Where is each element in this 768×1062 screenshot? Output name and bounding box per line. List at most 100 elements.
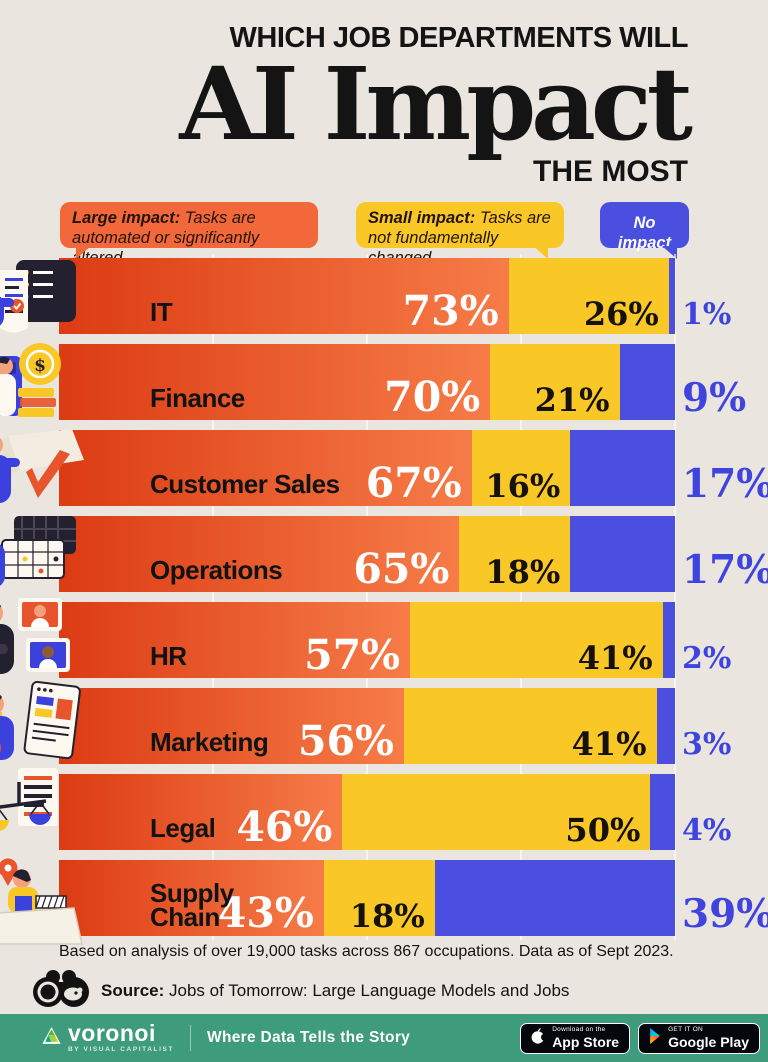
- chart-row-legal: 46% 50% Legal 4%: [0, 768, 768, 860]
- google-play-badge-text: GET IT ON Google Play: [668, 1025, 749, 1051]
- customer-sales-box-illustration: [0, 424, 102, 520]
- large-impact-value: 67%: [365, 459, 462, 507]
- no-impact-segment: [434, 860, 675, 936]
- stacked-bar-supply: 43% 18% Supply Chain 39%: [59, 860, 768, 936]
- legend-large-impact-term: Large impact:: [72, 209, 181, 227]
- legend-no-impact-term: No impact: [617, 214, 672, 252]
- large-impact-value: 70%: [384, 373, 481, 421]
- stacked-bar-finance: 70% 21% Finance 9%: [59, 344, 746, 421]
- department-label: HR: [150, 641, 187, 672]
- no-impact-segment: [619, 344, 675, 420]
- footer-bar: voronoi BY VISUAL CAPITALIST Where Data …: [0, 1014, 768, 1062]
- legend-large-impact: Large impact: Tasks are automated or sig…: [60, 202, 318, 267]
- no-impact-segment: [668, 258, 675, 334]
- legend-no-impact: No impact: [600, 202, 689, 259]
- large-impact-value: 65%: [353, 545, 450, 593]
- small-impact-value: 18%: [485, 553, 561, 591]
- title-line-top: WHICH JOB DEPARTMENTS WILL: [229, 22, 689, 54]
- store-badges: Download on the App Store: [520, 1022, 760, 1054]
- department-label: Marketing: [150, 727, 269, 758]
- quarter-gridline: [674, 254, 676, 940]
- google-play-badge[interactable]: GET IT ON Google Play: [638, 1022, 760, 1054]
- footnote: Based on analysis of over 19,000 tasks a…: [59, 943, 674, 960]
- small-impact-segment: 26%: [508, 258, 669, 334]
- stacked-bar-chart: 73% 26% IT 1% 70% 21% Finance 9% $ 67%: [0, 254, 768, 946]
- it-checklist-illustration: [0, 252, 102, 348]
- department-label: Legal: [150, 813, 216, 844]
- stacked-bar-hr: 57% 41% HR 2%: [59, 602, 731, 679]
- stacked-bar-operations: 65% 18% Operations 17%: [59, 516, 768, 593]
- large-impact-value: 43%: [217, 889, 314, 937]
- no-impact-value: 1%: [682, 297, 732, 332]
- no-impact-value: 9%: [682, 375, 747, 421]
- no-impact-value: 39%: [682, 891, 768, 937]
- department-label: Operations: [150, 555, 283, 586]
- google-play-icon: [649, 1027, 662, 1049]
- brand-subtitle: BY VISUAL CAPITALIST: [68, 1046, 175, 1054]
- legend-small-impact-desc: Tasks are not fundamentally changed: [368, 209, 551, 267]
- small-impact-segment: 18%: [323, 860, 435, 936]
- small-impact-segment: 16%: [471, 430, 571, 506]
- small-impact-value: 41%: [577, 639, 653, 677]
- large-impact-segment: 46%: [59, 774, 343, 851]
- department-label: Supply Chain: [150, 877, 234, 933]
- large-impact-value: 73%: [402, 287, 499, 335]
- voronoi-logo-text: voronoi BY VISUAL CAPITALIST: [68, 1022, 174, 1054]
- google-play-line1: GET IT ON: [668, 1025, 704, 1033]
- large-impact-segment: 43%: [59, 860, 324, 936]
- legal-scales-illustration: [0, 768, 102, 864]
- binoculars-icon: [32, 968, 90, 1013]
- chart-row-finance: 70% 21% Finance 9% $: [0, 343, 768, 430]
- svg-text:$: $: [34, 356, 46, 376]
- no-impact-value: 17%: [682, 461, 768, 507]
- legend-small-impact: Small impact: Tasks are not fundamentall…: [356, 202, 564, 267]
- app-store-line2: App Store: [552, 1034, 620, 1051]
- google-play-line2: Google Play: [668, 1034, 749, 1051]
- chart-row-operations: 65% 18% Operations 17%: [0, 516, 768, 602]
- apple-icon: [531, 1027, 548, 1050]
- no-impact-value: 3%: [682, 727, 732, 762]
- app-store-badge[interactable]: Download on the App Store: [520, 1022, 631, 1054]
- source-value: Jobs of Tomorrow: Large Language Models …: [164, 980, 570, 1000]
- large-impact-value: 46%: [236, 803, 333, 851]
- no-impact-value: 2%: [682, 641, 732, 676]
- source-text: Source: Jobs of Tomorrow: Large Language…: [101, 981, 569, 1001]
- large-impact-segment: 67%: [59, 430, 472, 506]
- small-impact-segment: 21%: [490, 344, 620, 420]
- brand-name: voronoi: [68, 1020, 156, 1047]
- small-impact-value: 21%: [534, 381, 610, 419]
- chart-row-supply: 43% 18% Supply Chain 39%: [0, 858, 768, 946]
- voronoi-logo-icon: [42, 1024, 61, 1052]
- large-impact-segment: 57%: [59, 602, 411, 679]
- stacked-bar-it: 73% 26% IT 1%: [59, 258, 731, 334]
- hr-video-call-illustration: [0, 596, 102, 692]
- small-impact-value: 18%: [349, 897, 425, 935]
- small-impact-segment: 41%: [410, 602, 663, 678]
- no-impact-value: 4%: [682, 813, 732, 848]
- app-store-badge-text: Download on the App Store: [552, 1025, 620, 1051]
- title-line-bottom: THE MOST: [533, 155, 688, 188]
- small-impact-value: 26%: [583, 295, 659, 333]
- supply-chain-map-illustration: [0, 854, 102, 950]
- small-impact-segment: 50%: [342, 774, 651, 850]
- large-impact-segment: 73%: [59, 258, 509, 334]
- department-label: IT: [150, 297, 173, 328]
- title-main: AI Impact: [179, 45, 693, 163]
- finance-coins-illustration: $: [0, 338, 102, 434]
- operations-calendar-illustration: [0, 510, 102, 606]
- no-impact-value: 17%: [682, 547, 768, 593]
- footer-divider: [190, 1025, 192, 1051]
- small-impact-value: 16%: [485, 467, 561, 505]
- large-impact-value: 57%: [304, 631, 401, 679]
- source-row: Source: Jobs of Tomorrow: Large Language…: [32, 968, 569, 1013]
- small-impact-value: 50%: [565, 811, 641, 849]
- stacked-bar-legal: 46% 50% Legal 4%: [59, 774, 731, 851]
- quarter-gridline: [366, 254, 368, 940]
- app-store-line1: Download on the: [552, 1025, 606, 1033]
- chart-row-hr: 57% 41% HR 2%: [0, 598, 768, 688]
- chart-row-it: 73% 26% IT 1%: [0, 258, 768, 344]
- no-impact-segment: [650, 774, 675, 850]
- stacked-bar-marketing: 56% 41% Marketing 3%: [59, 688, 731, 764]
- marketing-browser-illustration: [0, 680, 102, 778]
